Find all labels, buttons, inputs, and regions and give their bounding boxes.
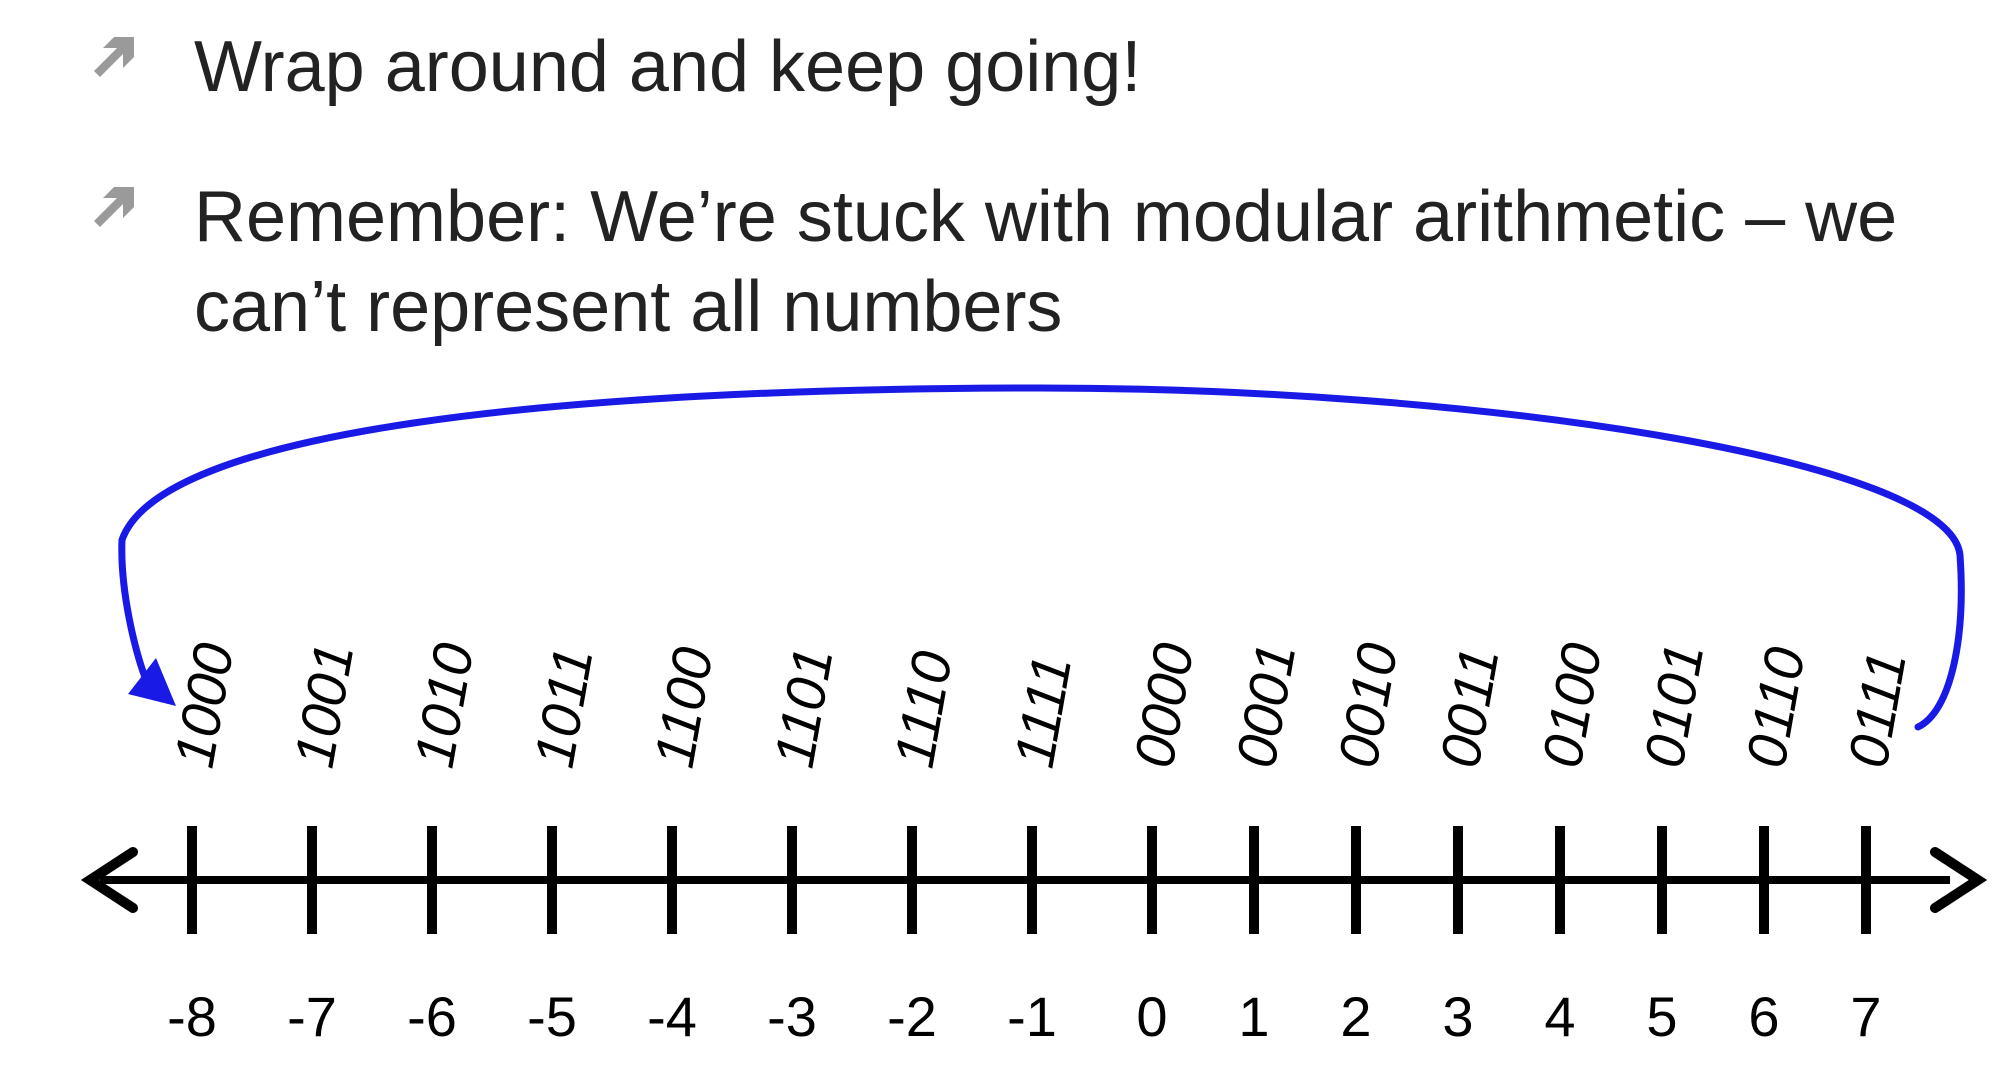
decimal-label: -3 <box>767 985 817 1048</box>
decimal-label: 4 <box>1544 985 1575 1048</box>
decimal-label: 1 <box>1238 985 1269 1048</box>
wrap-arrowhead-icon <box>128 658 176 706</box>
binary-label: 0011 <box>1428 643 1511 773</box>
binary-label: 1111 <box>1002 651 1084 772</box>
binary-label: 1000 <box>162 638 246 772</box>
decimal-labels-group: -8 -7 -6 -5 -4 -3 -2 -1 0 1 2 3 4 5 6 7 <box>167 985 1881 1048</box>
binary-label: 0110 <box>1734 643 1817 773</box>
binary-label: 1110 <box>882 647 964 772</box>
decimal-label: -6 <box>407 985 457 1048</box>
binary-label: 0010 <box>1326 638 1410 772</box>
binary-label: 0111 <box>1836 647 1918 772</box>
decimal-label: 2 <box>1340 985 1371 1048</box>
binary-label: 0001 <box>1224 638 1308 772</box>
decimal-label: -7 <box>287 985 337 1048</box>
decimal-label: -5 <box>527 985 577 1048</box>
decimal-label: 7 <box>1850 985 1881 1048</box>
decimal-label: -2 <box>887 985 937 1048</box>
binary-label: 1001 <box>282 638 366 772</box>
binary-label: 1011 <box>522 643 605 773</box>
decimal-label: -1 <box>1007 985 1057 1048</box>
binary-labels-group: 1000 1001 1010 1011 1100 1101 1110 1111 0000 0001… <box>162 638 1918 772</box>
decimal-label: -4 <box>647 985 697 1048</box>
binary-label: 1101 <box>762 643 845 773</box>
decimal-label: -8 <box>167 985 217 1048</box>
binary-label: 1100 <box>642 643 725 773</box>
decimal-label: 6 <box>1748 985 1779 1048</box>
decimal-label: 5 <box>1646 985 1677 1048</box>
binary-label: 1010 <box>402 638 486 772</box>
decimal-label: 3 <box>1442 985 1473 1048</box>
binary-label: 0000 <box>1122 638 1206 772</box>
binary-label: 0101 <box>1632 638 1716 772</box>
decimal-label: 0 <box>1136 985 1167 1048</box>
binary-label: 0100 <box>1530 638 1614 772</box>
